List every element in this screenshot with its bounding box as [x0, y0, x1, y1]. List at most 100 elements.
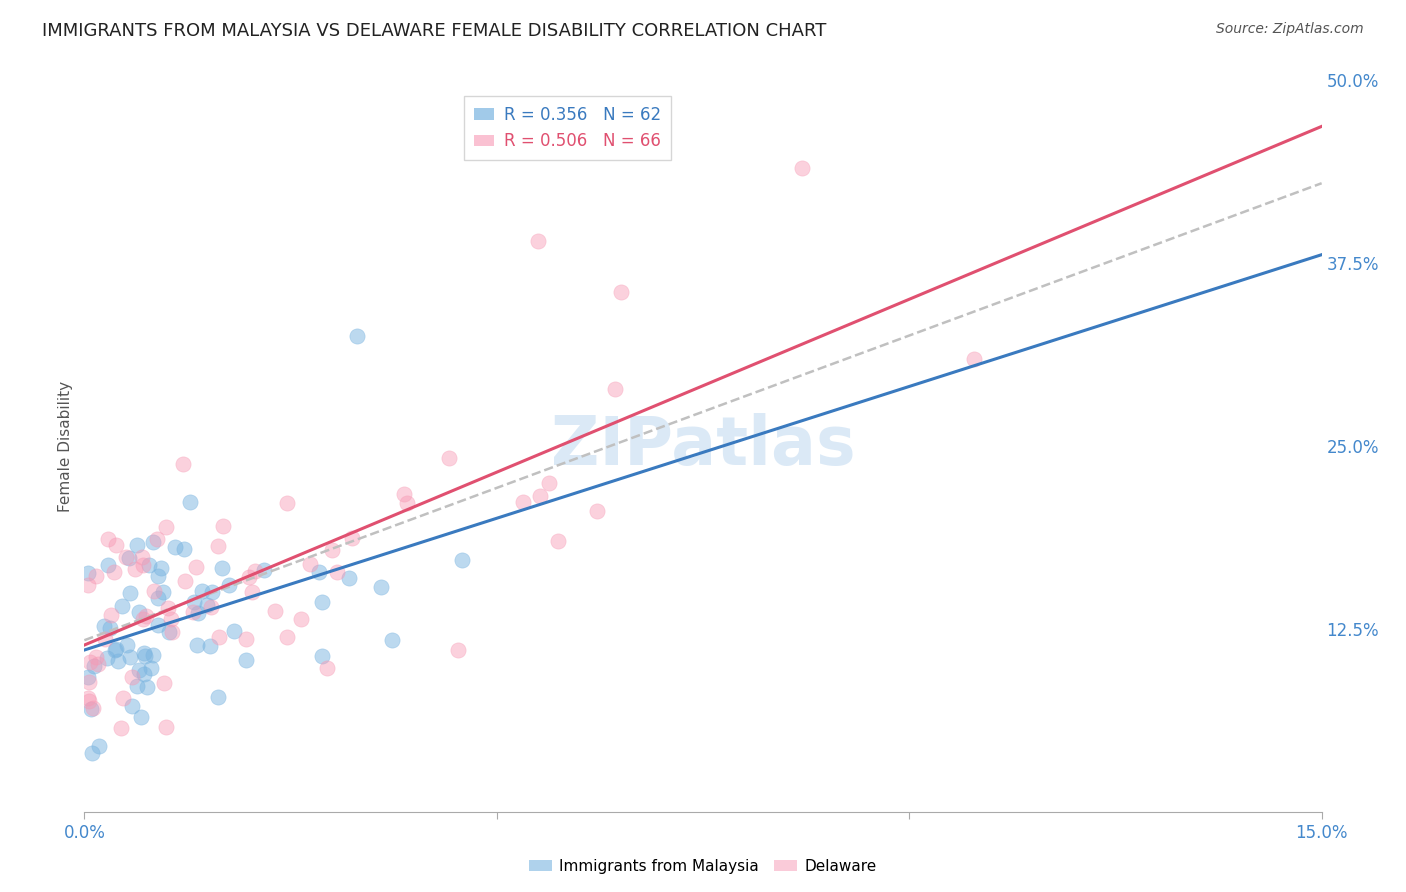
Point [77, 670, 100, 684]
Point [308, 565, 330, 579]
Point [439, 451, 461, 466]
Point [186, 638, 208, 652]
Point [132, 646, 155, 660]
Point [117, 638, 139, 652]
Point [96, 650, 118, 665]
Point [107, 654, 129, 668]
Point [198, 639, 221, 653]
Point [84, 568, 107, 582]
Point [290, 612, 312, 626]
Point [195, 598, 218, 612]
Point [191, 584, 214, 599]
Point [128, 605, 150, 619]
Point [87, 739, 110, 754]
Point [187, 607, 209, 621]
Point [179, 495, 201, 509]
Point [83, 659, 105, 673]
Point [243, 564, 266, 578]
Point [146, 533, 169, 547]
Point [93, 619, 115, 633]
Point [790, 161, 813, 175]
Point [149, 561, 172, 575]
Y-axis label: Female Disability: Female Disability [58, 380, 73, 512]
Point [77, 566, 100, 581]
Point [529, 489, 551, 503]
Point [77, 577, 100, 591]
Point [200, 585, 222, 599]
Point [141, 661, 163, 675]
Point [146, 618, 169, 632]
Point [159, 612, 181, 626]
Point [87, 657, 110, 671]
Point [299, 558, 322, 572]
Point [603, 382, 626, 396]
Point [155, 520, 177, 534]
Point [395, 495, 418, 509]
Point [132, 612, 155, 626]
Point [157, 601, 180, 615]
Point [77, 691, 100, 706]
Point [173, 541, 195, 556]
Legend: R = 0.356   N = 62, R = 0.506   N = 66: R = 0.356 N = 62, R = 0.506 N = 66 [464, 96, 671, 161]
Point [103, 566, 125, 580]
Point [240, 585, 263, 599]
Point [100, 608, 122, 623]
Point [135, 609, 157, 624]
Point [337, 571, 360, 585]
Point [235, 632, 257, 647]
Point [98, 621, 121, 635]
Point [184, 559, 207, 574]
Point [127, 680, 149, 694]
Point [120, 586, 142, 600]
Point [586, 504, 609, 518]
Text: IMMIGRANTS FROM MALAYSIA VS DELAWARE FEMALE DISABILITY CORRELATION CHART: IMMIGRANTS FROM MALAYSIA VS DELAWARE FEM… [42, 22, 827, 40]
Point [174, 574, 197, 588]
Point [121, 670, 143, 684]
Point [207, 690, 229, 704]
Point [138, 558, 160, 573]
Legend: Immigrants from Malaysia, Delaware: Immigrants from Malaysia, Delaware [523, 853, 883, 880]
Point [315, 661, 337, 675]
Point [172, 457, 194, 471]
Point [392, 487, 415, 501]
Point [157, 624, 180, 639]
Point [135, 680, 157, 694]
Point [381, 633, 404, 648]
Point [218, 578, 240, 592]
Point [127, 538, 149, 552]
Point [512, 494, 534, 508]
Point [527, 234, 550, 248]
Point [346, 329, 368, 343]
Point [311, 648, 333, 663]
Point [124, 562, 146, 576]
Point [146, 591, 169, 605]
Point [326, 565, 349, 579]
Point [82, 701, 104, 715]
Text: ZIPatlas: ZIPatlas [551, 413, 855, 479]
Point [321, 542, 343, 557]
Point [104, 643, 127, 657]
Point [963, 351, 986, 366]
Point [547, 534, 569, 549]
Point [208, 630, 231, 644]
Point [155, 720, 177, 734]
Point [77, 694, 100, 708]
Point [165, 540, 187, 554]
Point [235, 653, 257, 667]
Point [238, 570, 260, 584]
Point [110, 721, 132, 735]
Point [451, 553, 474, 567]
Point [253, 562, 276, 576]
Point [447, 643, 470, 657]
Point [207, 539, 229, 553]
Point [79, 655, 101, 669]
Point [128, 663, 150, 677]
Point [134, 648, 156, 663]
Point [142, 584, 165, 599]
Point [118, 550, 141, 565]
Point [370, 581, 392, 595]
Point [131, 709, 153, 723]
Point [211, 561, 233, 575]
Point [80, 701, 103, 715]
Point [276, 495, 298, 509]
